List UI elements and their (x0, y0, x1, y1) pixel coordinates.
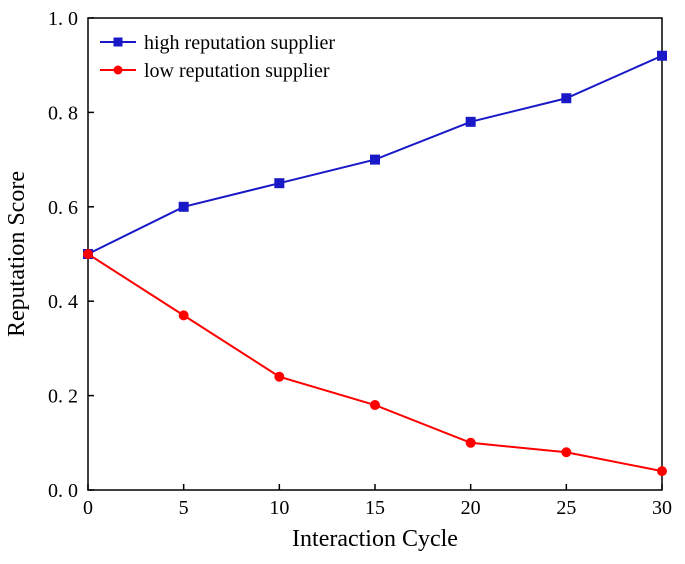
x-tick-label: 20 (461, 497, 481, 519)
reputation-chart: 0 5 10 15 20 25 30 0. 0 0. 2 0. 4 0. 6 0. 8 1. 0 Inte… (0, 0, 685, 564)
marker-square (658, 51, 667, 60)
marker-circle (562, 448, 571, 457)
y-axis-label: Reputation Score (4, 171, 30, 337)
marker-circle (179, 311, 188, 320)
legend-label: high reputation supplier (144, 32, 335, 54)
y-tick-label: 0. 6 (48, 197, 78, 219)
y-tick-label: 1. 0 (48, 8, 78, 30)
marker-circle (658, 467, 667, 476)
marker-circle (275, 372, 284, 381)
y-tick-label: 0. 2 (48, 386, 78, 408)
legend-marker-circle (114, 66, 123, 75)
marker-square (371, 155, 380, 164)
y-tick-label: 0. 0 (48, 480, 78, 502)
x-axis-label: Interaction Cycle (292, 526, 458, 552)
marker-square (275, 179, 284, 188)
legend-marker-square (114, 38, 123, 47)
x-tick-label: 0 (83, 497, 93, 519)
legend-label: low reputation supplier (144, 60, 330, 82)
marker-circle (84, 250, 93, 259)
x-tick-label: 30 (652, 497, 672, 519)
y-tick-label: 0. 4 (48, 291, 78, 313)
y-tick-label: 0. 8 (48, 102, 78, 124)
marker-square (179, 202, 188, 211)
marker-circle (466, 438, 475, 447)
marker-square (466, 117, 475, 126)
chart-background (0, 0, 685, 564)
x-tick-label: 10 (269, 497, 289, 519)
x-tick-label: 15 (365, 497, 385, 519)
marker-circle (371, 401, 380, 410)
x-tick-label: 5 (179, 497, 189, 519)
x-tick-label: 25 (556, 497, 576, 519)
chart-container: 0 5 10 15 20 25 30 0. 0 0. 2 0. 4 0. 6 0. 8 1. 0 Inte… (0, 0, 685, 564)
marker-square (562, 94, 571, 103)
